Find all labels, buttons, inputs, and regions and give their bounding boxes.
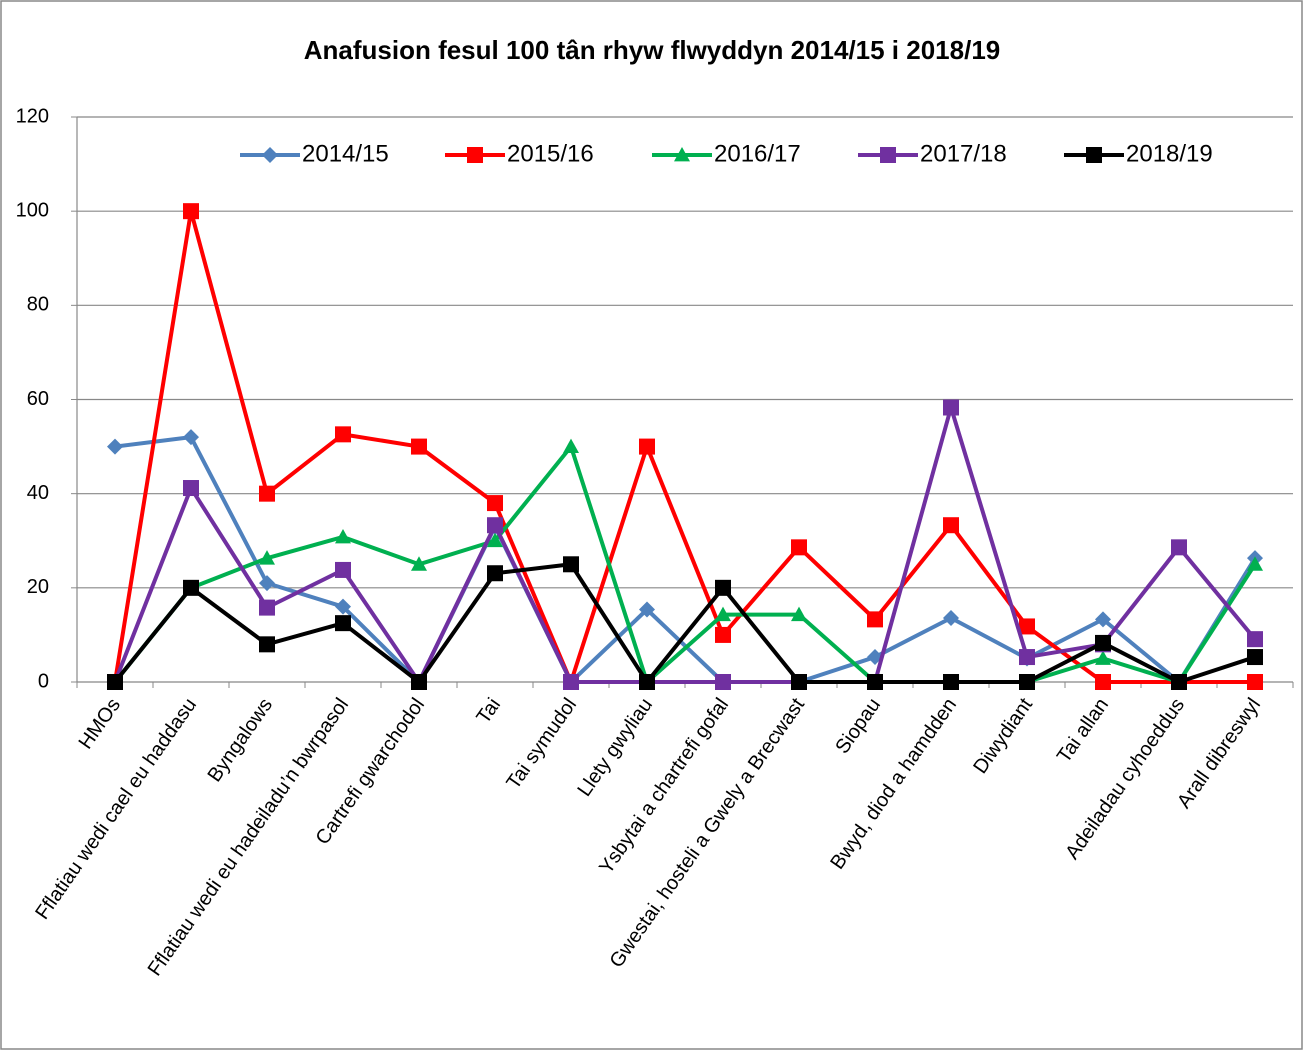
marker <box>262 147 278 163</box>
marker <box>487 565 503 582</box>
marker <box>1019 649 1035 666</box>
marker <box>107 438 123 455</box>
y-tick-label: 40 <box>27 482 49 504</box>
marker <box>259 550 275 565</box>
y-tick-label: 60 <box>27 388 49 410</box>
marker <box>791 539 807 556</box>
marker <box>943 674 959 690</box>
marker <box>1019 618 1035 635</box>
marker <box>183 579 199 596</box>
marker <box>715 606 731 622</box>
marker <box>467 147 483 163</box>
marker <box>639 438 655 455</box>
marker <box>943 399 959 416</box>
legend-label: 2015/16 <box>507 140 594 167</box>
marker <box>335 598 351 615</box>
marker <box>563 438 579 453</box>
marker <box>1247 631 1263 648</box>
marker <box>335 615 351 632</box>
marker <box>563 556 579 573</box>
marker <box>715 674 731 690</box>
marker <box>335 561 351 578</box>
legend-label: 2017/18 <box>920 140 1007 167</box>
legend-label: 2018/19 <box>1126 140 1213 167</box>
chart-title: Anafusion fesul 100 tân rhyw flwyddyn 20… <box>304 35 1001 65</box>
marker <box>487 517 503 534</box>
marker <box>1019 674 1035 690</box>
marker <box>1095 650 1111 665</box>
marker <box>1247 556 1263 571</box>
marker <box>943 517 959 534</box>
series-line <box>113 405 1257 684</box>
marker <box>1171 539 1187 556</box>
series-line <box>113 562 1256 684</box>
marker <box>867 611 883 628</box>
series-line <box>113 444 1257 684</box>
marker <box>259 599 275 616</box>
marker <box>1095 611 1111 628</box>
y-tick-label: 0 <box>38 670 49 692</box>
marker <box>107 674 123 690</box>
legend-label: 2016/17 <box>714 140 801 167</box>
marker <box>1086 147 1102 163</box>
y-tick-label: 120 <box>16 105 49 127</box>
legend-label: 2014/15 <box>302 140 389 167</box>
marker <box>867 674 883 690</box>
marker <box>183 429 199 446</box>
marker <box>639 674 655 690</box>
marker <box>1247 674 1263 690</box>
marker <box>259 575 275 592</box>
marker <box>639 601 655 618</box>
marker <box>943 609 959 626</box>
marker <box>259 636 275 653</box>
marker <box>563 674 579 690</box>
marker <box>791 606 807 622</box>
marker <box>1095 674 1111 690</box>
marker <box>411 438 427 455</box>
marker <box>183 203 199 220</box>
marker <box>335 426 351 443</box>
marker <box>487 532 503 548</box>
y-tick-label: 20 <box>27 576 49 598</box>
marker <box>259 485 275 502</box>
marker <box>411 556 427 571</box>
marker <box>715 579 731 596</box>
marker <box>1171 674 1187 690</box>
marker <box>1095 634 1111 651</box>
marker <box>335 528 351 544</box>
marker <box>791 674 807 690</box>
marker <box>880 147 896 163</box>
marker <box>674 147 690 162</box>
marker <box>1247 649 1263 666</box>
series-line <box>113 209 1255 684</box>
marker <box>183 480 199 497</box>
y-tick-label: 80 <box>27 294 49 316</box>
y-tick-label: 100 <box>16 199 49 221</box>
marker <box>715 626 731 643</box>
marker <box>411 674 427 690</box>
marker <box>487 495 503 512</box>
